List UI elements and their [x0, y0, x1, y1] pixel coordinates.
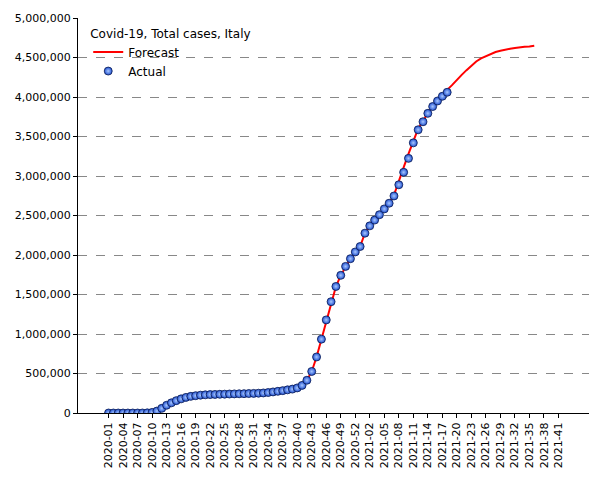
svg-text:4,500,000: 4,500,000 [15, 51, 71, 64]
svg-text:2020-37: 2020-37 [276, 422, 289, 468]
svg-text:2021-20: 2021-20 [450, 422, 463, 468]
svg-text:5,000,000: 5,000,000 [15, 12, 71, 25]
svg-text:2020-49: 2020-49 [334, 422, 347, 468]
svg-text:2021-23: 2021-23 [465, 422, 478, 468]
svg-text:500,000: 500,000 [25, 367, 71, 380]
svg-text:2020-19: 2020-19 [189, 422, 202, 468]
svg-text:2021-02: 2021-02 [363, 422, 376, 468]
svg-text:2020-25: 2020-25 [218, 422, 231, 468]
svg-text:2021-35: 2021-35 [523, 422, 536, 468]
svg-text:2020-10: 2020-10 [146, 422, 159, 468]
svg-text:Covid-19, Total cases, Italy: Covid-19, Total cases, Italy [90, 27, 250, 41]
svg-text:2020-31: 2020-31 [247, 422, 260, 468]
svg-text:2020-52: 2020-52 [349, 422, 362, 468]
svg-text:2020-01: 2020-01 [102, 422, 115, 468]
svg-text:2020-40: 2020-40 [291, 422, 304, 468]
svg-text:2,000,000: 2,000,000 [15, 249, 71, 262]
svg-text:2021-32: 2021-32 [508, 422, 521, 468]
svg-text:2020-43: 2020-43 [305, 422, 318, 468]
svg-text:2020-13: 2020-13 [160, 422, 173, 468]
svg-text:3,000,000: 3,000,000 [15, 170, 71, 183]
svg-text:2020-07: 2020-07 [131, 422, 144, 468]
svg-text:2021-11: 2021-11 [407, 422, 420, 468]
svg-text:3,500,000: 3,500,000 [15, 130, 71, 143]
svg-text:2020-16: 2020-16 [175, 422, 188, 468]
svg-text:1,500,000: 1,500,000 [15, 288, 71, 301]
svg-text:Forecast: Forecast [128, 46, 179, 60]
svg-text:2021-14: 2021-14 [421, 422, 434, 468]
svg-text:2021-26: 2021-26 [479, 422, 492, 468]
svg-text:2021-29: 2021-29 [494, 422, 507, 468]
svg-text:2020-46: 2020-46 [320, 422, 333, 468]
svg-text:2020-04: 2020-04 [117, 422, 130, 468]
svg-text:2021-05: 2021-05 [378, 422, 391, 468]
svg-text:2021-17: 2021-17 [436, 422, 449, 468]
svg-text:2,500,000: 2,500,000 [15, 209, 71, 222]
svg-text:2021-38: 2021-38 [538, 422, 551, 468]
svg-text:2021-41: 2021-41 [552, 422, 565, 468]
svg-text:2021-08: 2021-08 [392, 422, 405, 468]
svg-text:2020-28: 2020-28 [233, 422, 246, 468]
svg-text:2020-34: 2020-34 [262, 422, 275, 468]
svg-text:Actual: Actual [128, 65, 166, 79]
svg-text:0: 0 [64, 407, 71, 420]
svg-text:1,000,000: 1,000,000 [15, 328, 71, 341]
svg-text:2020-22: 2020-22 [204, 422, 217, 468]
svg-text:4,000,000: 4,000,000 [15, 91, 71, 104]
